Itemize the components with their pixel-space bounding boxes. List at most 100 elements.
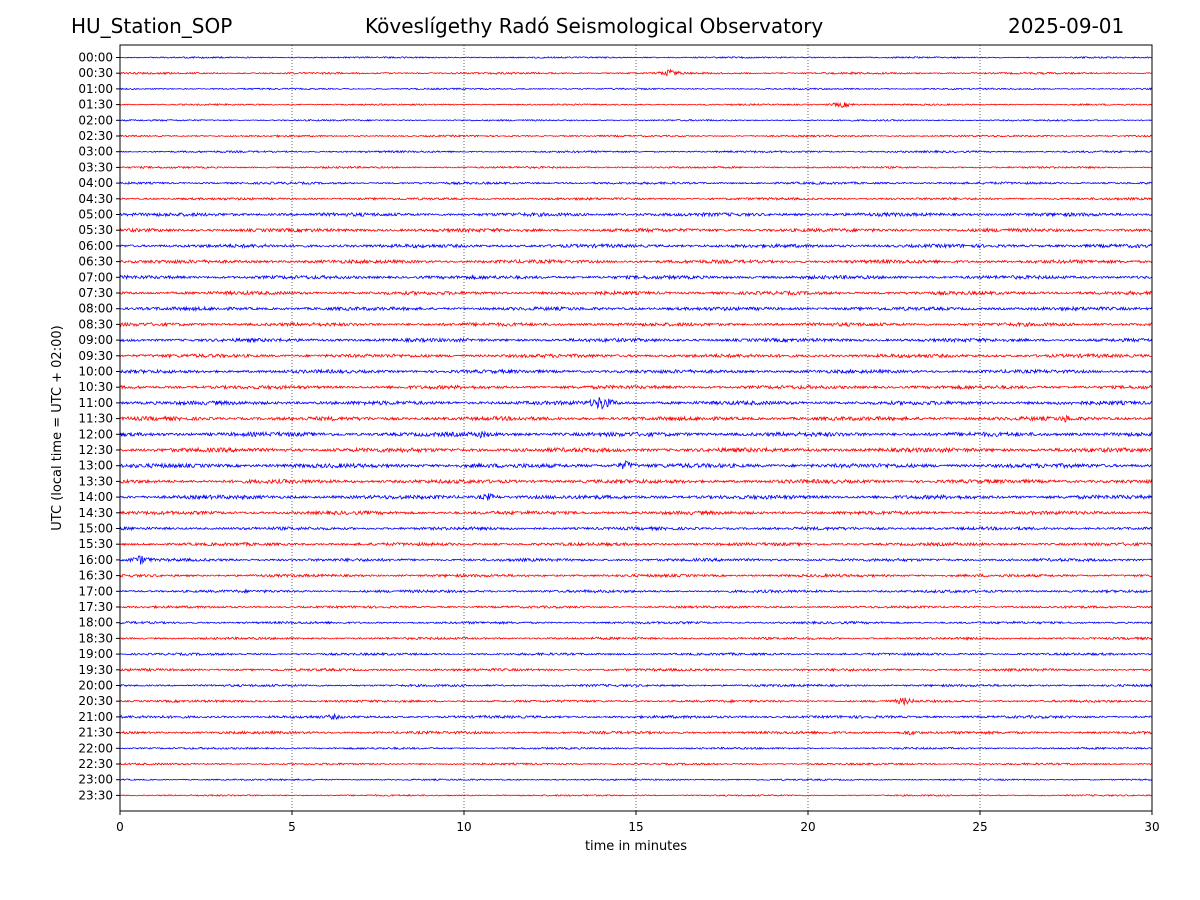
trace-row xyxy=(119,101,1153,109)
trace-row xyxy=(119,180,1153,186)
y-tick-label: 02:30 xyxy=(78,129,113,143)
trace-row xyxy=(119,242,1153,250)
y-tick-label: 10:00 xyxy=(78,365,113,379)
y-tick-label: 00:00 xyxy=(78,51,113,65)
seismic-traces xyxy=(119,55,1153,797)
y-tick-label: 22:00 xyxy=(78,741,113,755)
trace-row xyxy=(119,384,1153,391)
trace-row xyxy=(119,620,1153,626)
trace-row xyxy=(119,68,1153,77)
trace-row xyxy=(119,118,1153,122)
y-tick-label: 20:00 xyxy=(78,679,113,693)
y-tick-label: 13:00 xyxy=(78,459,113,473)
trace-row xyxy=(119,683,1153,688)
trace-row xyxy=(119,196,1153,202)
trace-row xyxy=(119,651,1153,657)
trace-row xyxy=(119,604,1153,610)
trace-row xyxy=(119,588,1153,595)
y-tick-label: 05:30 xyxy=(78,223,113,237)
trace-row xyxy=(119,258,1153,265)
trace-row xyxy=(119,572,1153,579)
y-tick-label: 07:30 xyxy=(78,286,113,300)
trace-row xyxy=(119,149,1153,154)
trace-row xyxy=(119,211,1153,218)
trace-row xyxy=(119,778,1153,782)
trace-row xyxy=(119,352,1153,359)
trace-row xyxy=(119,667,1153,673)
y-tick-label: 02:00 xyxy=(78,113,113,127)
station-name: HU_Station_SOP xyxy=(71,14,233,38)
y-tick-label: 23:00 xyxy=(78,773,113,787)
y-tick-label: 21:30 xyxy=(78,726,113,740)
y-tick-label: 23:30 xyxy=(78,788,113,802)
y-tick-label: 05:00 xyxy=(78,208,113,222)
y-tick-label: 04:30 xyxy=(78,192,113,206)
trace-row xyxy=(119,729,1153,736)
trace-row xyxy=(119,793,1153,797)
y-tick-label: 06:00 xyxy=(78,239,113,253)
y-tick-label: 06:30 xyxy=(78,255,113,269)
y-tick-label: 10:30 xyxy=(78,380,113,394)
y-tick-label: 03:30 xyxy=(78,160,113,174)
x-axis-label: time in minutes xyxy=(585,839,687,854)
y-tick-label: 17:00 xyxy=(78,584,113,598)
y-tick-label: 16:30 xyxy=(78,569,113,583)
y-tick-label: 07:00 xyxy=(78,270,113,284)
trace-row xyxy=(119,321,1153,328)
y-tick-label: 20:30 xyxy=(78,694,113,708)
record-date: 2025-09-01 xyxy=(1008,14,1125,38)
trace-row xyxy=(119,55,1153,60)
x-tick-label: 10 xyxy=(456,820,471,834)
y-tick-label: 04:00 xyxy=(78,176,113,190)
trace-row xyxy=(119,635,1153,641)
y-tick-label: 19:00 xyxy=(78,647,113,661)
trace-row xyxy=(119,397,1153,410)
trace-row xyxy=(119,430,1153,439)
trace-row xyxy=(119,289,1153,297)
y-tick-label: 17:30 xyxy=(78,600,113,614)
x-axis-ticks: 0 5 10 15 20 25 30 xyxy=(116,811,1160,834)
y-axis-label: UTC (local time = UTC + 02:00) xyxy=(50,325,65,530)
y-tick-label: 16:00 xyxy=(78,553,113,567)
trace-row xyxy=(119,477,1153,485)
trace-row xyxy=(119,555,1153,565)
x-tick-label: 5 xyxy=(288,820,296,834)
observatory-title: Köveslígethy Radó Seismological Observat… xyxy=(365,14,824,38)
y-tick-label: 00:30 xyxy=(78,66,113,80)
y-tick-label: 14:30 xyxy=(78,506,113,520)
y-tick-label: 09:30 xyxy=(78,349,113,363)
trace-row xyxy=(119,493,1153,501)
y-tick-label: 12:30 xyxy=(78,443,113,457)
trace-row xyxy=(119,762,1153,766)
y-tick-label: 11:30 xyxy=(78,412,113,426)
trace-row xyxy=(119,459,1153,470)
y-tick-label: 11:00 xyxy=(78,396,113,410)
y-tick-label: 18:00 xyxy=(78,616,113,630)
trace-row xyxy=(119,87,1153,91)
y-tick-label: 13:30 xyxy=(78,474,113,488)
trace-row xyxy=(119,541,1153,548)
trace-row xyxy=(119,305,1153,312)
trace-row xyxy=(119,134,1153,138)
x-tick-label: 30 xyxy=(1144,820,1159,834)
trace-row xyxy=(119,509,1153,517)
y-tick-label: 01:00 xyxy=(78,82,113,96)
y-tick-label: 19:30 xyxy=(78,663,113,677)
trace-row xyxy=(119,712,1153,721)
trace-row xyxy=(119,227,1153,234)
trace-row xyxy=(119,746,1153,751)
x-tick-label: 25 xyxy=(972,820,987,834)
trace-row xyxy=(119,165,1153,170)
y-tick-label: 01:30 xyxy=(78,98,113,112)
y-tick-label: 22:30 xyxy=(78,757,113,771)
y-tick-label: 08:30 xyxy=(78,317,113,331)
y-tick-label: 08:00 xyxy=(78,302,113,316)
y-tick-label: 21:00 xyxy=(78,710,113,724)
trace-row xyxy=(119,414,1153,423)
x-tick-label: 20 xyxy=(800,820,815,834)
trace-row xyxy=(119,368,1153,375)
trace-row xyxy=(119,697,1153,707)
trace-row xyxy=(119,336,1153,344)
